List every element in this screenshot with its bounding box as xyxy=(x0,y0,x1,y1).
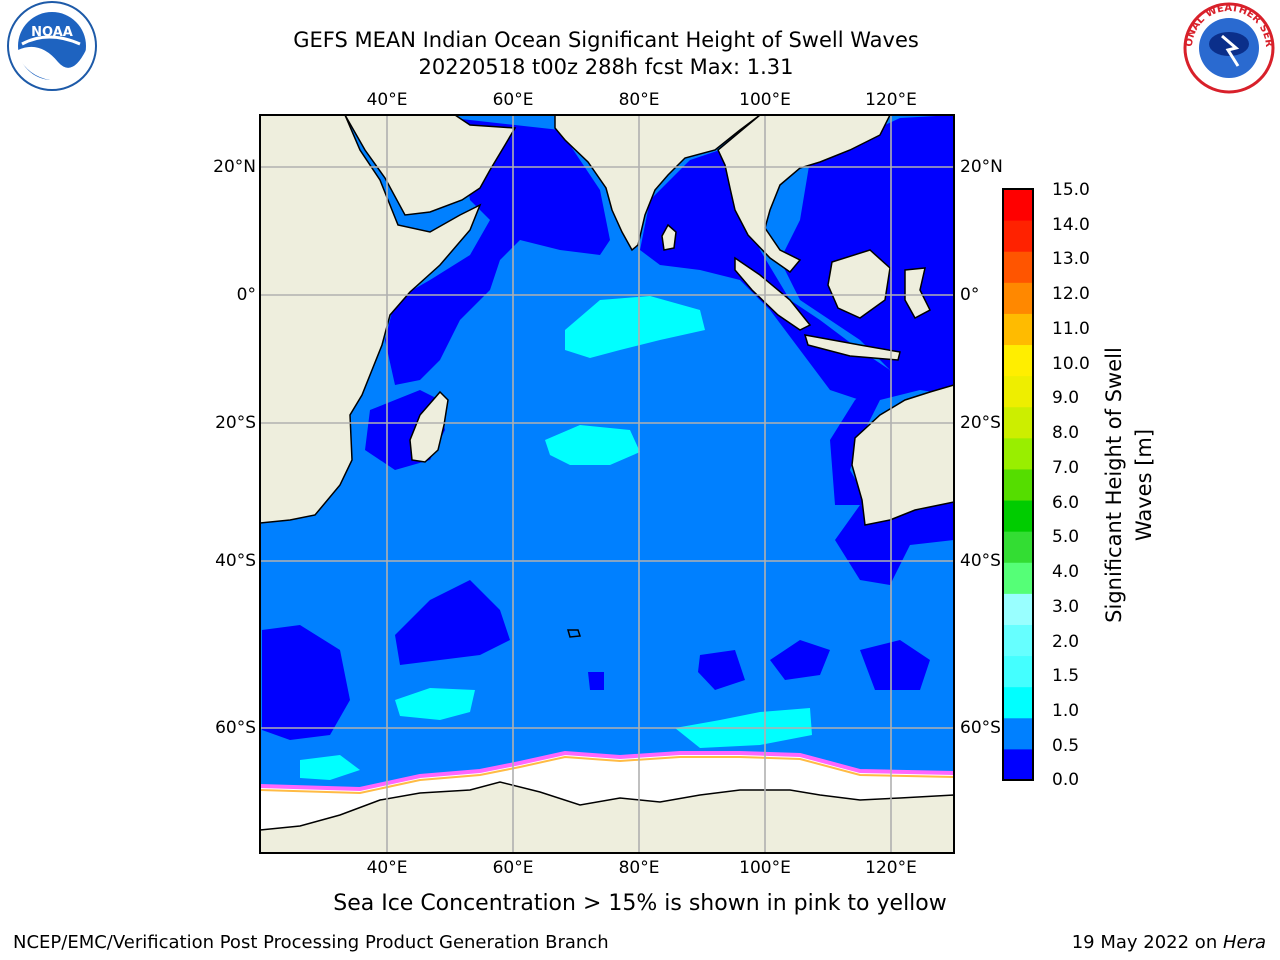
colorbar-tick-9.0: 9.0 xyxy=(1052,388,1080,408)
colorbar-tick-13.0: 13.0 xyxy=(1052,249,1090,269)
colorbar-tick-2.0: 2.0 xyxy=(1052,632,1080,652)
lat-tick-right-20s: 20°S xyxy=(960,413,1001,433)
map-frame xyxy=(259,114,955,854)
mid-swell-equatorial xyxy=(565,296,705,358)
colorbar-segment xyxy=(1003,437,1033,470)
lon-tick-bottom-40e: 40°E xyxy=(366,858,408,878)
colorbar-segment xyxy=(1003,313,1033,346)
colorbar xyxy=(1003,189,1033,781)
date-text: 19 May 2022 on Hera xyxy=(1072,932,1266,954)
colorbar-segment xyxy=(1003,686,1033,719)
colorbar-segment xyxy=(1003,344,1033,377)
nws-logo: NATIONAL WEATHER SERVICE xyxy=(1178,0,1275,94)
land-antarctica xyxy=(260,781,954,853)
low-swell-patch-south2 xyxy=(588,672,604,690)
colorbar-label: Significant Height of Swell Waves [m] xyxy=(1102,347,1156,623)
map-area xyxy=(260,115,954,853)
sea-ice-edge-inner xyxy=(260,755,954,795)
lat-tick-right-60s: 60°S xyxy=(960,718,1001,738)
land-sulawesi xyxy=(904,267,931,320)
land-africa xyxy=(260,115,482,524)
lon-tick-top-60e: 60°E xyxy=(492,90,534,110)
land-borneo xyxy=(827,249,891,319)
colorbar-tick-7.0: 7.0 xyxy=(1052,458,1080,478)
colorbar-segment xyxy=(1003,220,1033,252)
mid-swell-south-west xyxy=(395,688,475,720)
machine-name: Hera xyxy=(1222,932,1266,953)
colorbar-tick-4.0: 4.0 xyxy=(1052,562,1080,582)
noaa-logo: NOAA xyxy=(7,1,97,91)
lon-tick-top-40e: 40°E xyxy=(366,90,408,110)
colorbar-segment xyxy=(1003,375,1033,408)
colorbar-frame xyxy=(1002,188,1034,781)
colorbar-segment xyxy=(1003,717,1033,750)
colorbar-tick-3.0: 3.0 xyxy=(1052,597,1080,617)
lon-tick-bottom-120e: 120°E xyxy=(865,858,917,878)
lat-tick-right-0: 0° xyxy=(960,285,980,305)
lat-tick-left-20s: 20°S xyxy=(215,413,256,433)
map-grid xyxy=(260,115,954,853)
colorbar-tick-0.0: 0.0 xyxy=(1052,770,1080,790)
colorbar-tick-6.0: 6.0 xyxy=(1052,493,1080,513)
chart-title: GEFS MEAN Indian Ocean Significant Heigh… xyxy=(293,28,919,52)
colorbar-tick-0.5: 0.5 xyxy=(1052,736,1080,756)
low-swell-far-southeast xyxy=(860,640,930,690)
land-java xyxy=(803,334,901,361)
colorbar-segment xyxy=(1003,531,1033,563)
lat-tick-left-0: 0° xyxy=(236,285,256,305)
low-swell-southeast xyxy=(770,640,830,680)
colorbar-tick-8.0: 8.0 xyxy=(1052,423,1080,443)
colorbar-segment xyxy=(1003,468,1033,501)
lon-tick-top-120e: 120°E xyxy=(865,90,917,110)
noaa-logo-text: NOAA xyxy=(31,25,73,40)
low-swell-patch-south xyxy=(698,650,745,690)
lat-tick-left-40s: 40°S xyxy=(215,551,256,571)
sea-ice-edge xyxy=(260,750,954,792)
land-sri-lanka xyxy=(661,223,677,251)
low-swell-south-central xyxy=(395,580,510,665)
lon-tick-top-100e: 100°E xyxy=(739,90,791,110)
low-swell-southwest xyxy=(262,625,350,740)
colorbar-segment xyxy=(1003,189,1033,221)
lon-tick-top-80e: 80°E xyxy=(618,90,660,110)
colorbar-tick-14.0: 14.0 xyxy=(1052,215,1090,235)
colorbar-tick-15.0: 15.0 xyxy=(1052,180,1090,200)
land-sumatra xyxy=(734,256,812,331)
sea-ice-caption: Sea Ice Concentration > 15% is shown in … xyxy=(333,891,947,916)
date-value: 19 May 2022 on xyxy=(1071,932,1223,953)
land-kerguelen xyxy=(567,629,582,638)
colorbar-tick-5.0: 5.0 xyxy=(1052,527,1080,547)
lon-tick-bottom-80e: 80°E xyxy=(618,858,660,878)
colorbar-tick-10.0: 10.0 xyxy=(1052,354,1090,374)
mid-swell-south-far-west xyxy=(300,755,360,780)
land-india xyxy=(554,115,762,252)
colorbar-tick-11.0: 11.0 xyxy=(1052,319,1090,339)
mid-swell-central-south xyxy=(545,425,640,465)
colorbar-segment xyxy=(1003,500,1033,532)
colorbar-segment xyxy=(1003,282,1033,314)
colorbar-segment xyxy=(1003,593,1033,625)
lat-tick-left-20n: 20°N xyxy=(213,157,256,177)
colorbar-tick-12.0: 12.0 xyxy=(1052,284,1090,304)
lon-tick-bottom-60e: 60°E xyxy=(492,858,534,878)
colorbar-tick-1.5: 1.5 xyxy=(1052,666,1080,686)
colorbar-segment xyxy=(1003,655,1033,688)
low-swell-arabian-sea xyxy=(385,118,610,385)
lon-tick-bottom-100e: 100°E xyxy=(739,858,791,878)
land-australia xyxy=(851,384,954,526)
colorbar-segment xyxy=(1003,406,1033,439)
colorbar-segment xyxy=(1003,624,1033,657)
land-indochina xyxy=(717,115,891,274)
lat-tick-right-40s: 40°S xyxy=(960,551,1001,571)
credit-text: NCEP/EMC/Verification Post Processing Pr… xyxy=(13,932,609,953)
chart-subtitle: 20220518 t00z 288h fcst Max: 1.31 xyxy=(418,55,794,79)
colorbar-tick-1.0: 1.0 xyxy=(1052,701,1080,721)
colorbar-segment xyxy=(1003,562,1033,594)
colorbar-segment xyxy=(1003,251,1033,283)
lat-tick-right-20n: 20°N xyxy=(960,157,1003,177)
lat-tick-left-60s: 60°S xyxy=(215,718,256,738)
colorbar-segment xyxy=(1003,748,1033,781)
